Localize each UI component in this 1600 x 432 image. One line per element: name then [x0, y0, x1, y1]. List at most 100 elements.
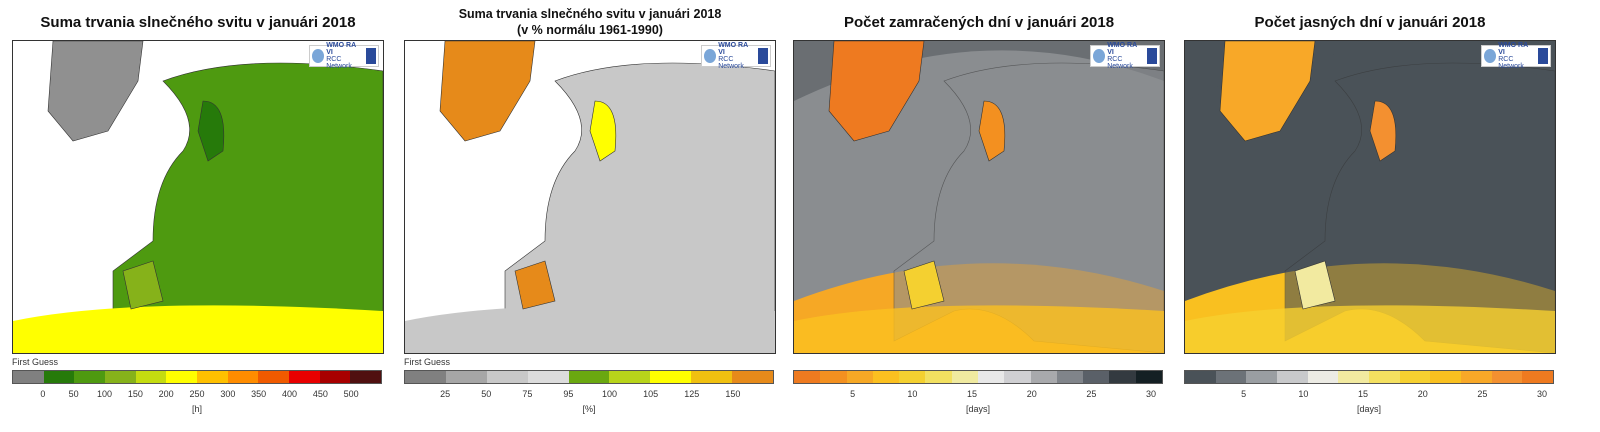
colorbar-swatch	[350, 371, 382, 383]
tick-label: 150	[725, 389, 741, 399]
tick-label: 300	[220, 389, 236, 399]
globe-icon	[704, 49, 717, 63]
colorbar-swatch	[1215, 371, 1247, 383]
colorbar-swatch	[405, 371, 446, 383]
colorbar-swatch	[977, 371, 1005, 383]
tick-label: 150	[127, 389, 143, 399]
wmo-logo: WMO RA VI RCC Network	[1090, 42, 1160, 70]
first-guess-label: First Guess	[12, 357, 59, 367]
colorbar-swatch	[1185, 371, 1216, 383]
colorbar-swatch	[1430, 371, 1462, 383]
tick-label: 30	[1146, 389, 1157, 399]
colorbar-swatch	[135, 371, 167, 383]
map-area[interactable]: WMO RA VI RCC Network	[404, 40, 776, 354]
tick-label: 15	[1358, 389, 1369, 399]
map-area[interactable]: WMO RA VI RCC Network	[12, 40, 384, 354]
colorbar-swatch	[289, 371, 320, 383]
map-area[interactable]: WMO RA VI RCC Network	[793, 40, 1165, 354]
tick-label: 10	[1298, 389, 1309, 399]
rcc-icon	[757, 48, 768, 64]
colorbar-swatch	[13, 371, 44, 383]
tick-label: 100	[602, 389, 618, 399]
colorbar-swatch	[1338, 371, 1370, 383]
tick-label: 5	[1241, 389, 1247, 399]
colorbar-swatch	[691, 371, 733, 383]
colorbar-swatch	[105, 371, 136, 383]
map-panel-4: Počet jasných dní v januári 2018 WMO RA …	[1184, 0, 1556, 432]
colorbar-swatch	[650, 371, 692, 383]
colorbar-unit: [days]	[965, 404, 990, 414]
colorbar-swatch	[846, 371, 873, 383]
wmo-logo: WMO RA VI RCC Network	[701, 42, 771, 70]
colorbar-unit: [%]	[582, 404, 596, 414]
tick-label: 105	[643, 389, 659, 399]
colorbar-swatch	[227, 371, 259, 383]
colorbar-swatch	[1491, 371, 1523, 383]
map-panel-1: Suma trvania slnečného svitu v januári 2…	[12, 0, 384, 432]
colorbar-swatch	[1030, 371, 1057, 383]
colorbar-unit: [days]	[1356, 404, 1381, 414]
rcc-icon	[365, 48, 376, 64]
globe-icon	[312, 49, 325, 63]
colorbar-swatch	[43, 371, 75, 383]
tick-label: 95	[563, 389, 574, 399]
colorbar-swatch	[1246, 371, 1278, 383]
globe-icon	[1484, 49, 1497, 63]
colorbar	[404, 370, 774, 384]
rcc-icon	[1537, 48, 1548, 64]
tick-label: 30	[1537, 389, 1548, 399]
colorbar-swatch	[1056, 371, 1084, 383]
colorbar-swatch	[1369, 371, 1400, 383]
tick-label: 50	[481, 389, 492, 399]
colorbar-swatch	[1399, 371, 1431, 383]
colorbar-swatch	[445, 371, 487, 383]
colorbar-swatch	[527, 371, 569, 383]
tick-label: 450	[312, 389, 328, 399]
colorbar-swatch	[1277, 371, 1308, 383]
tick-label: 25	[440, 389, 451, 399]
colorbar-swatch	[1083, 371, 1110, 383]
tick-label: 100	[96, 389, 113, 399]
tick-label: 20	[1417, 389, 1428, 399]
first-guess-label: First Guess	[404, 357, 451, 367]
colorbar-swatch	[1461, 371, 1492, 383]
map-title: Počet zamračených dní v januári 2018	[843, 14, 1115, 31]
rcc-icon	[1146, 48, 1157, 64]
colorbar-swatch	[486, 371, 528, 383]
map-title: Suma trvania slnečného svitu v januári 2…	[40, 14, 356, 31]
tick-label: 125	[684, 389, 700, 399]
colorbar-swatch	[951, 371, 978, 383]
globe-icon	[1093, 49, 1106, 63]
colorbar-ticks: 5 10 15 20 25 30	[1184, 389, 1554, 401]
colorbar-swatch	[1109, 371, 1136, 383]
tick-label: 75	[522, 389, 533, 399]
tick-label: 25	[1086, 389, 1097, 399]
map-title: Suma trvania slnečného svitu v januári 2…	[458, 7, 722, 37]
tick-label: 5	[850, 389, 856, 399]
colorbar	[12, 370, 382, 384]
map-panel-2: Suma trvania slnečného svitu v januári 2…	[404, 0, 776, 432]
colorbar-swatch	[925, 371, 952, 383]
colorbar-swatch	[74, 371, 106, 383]
tick-label: 200	[158, 389, 174, 399]
tick-label: 250	[189, 389, 205, 399]
colorbar-swatch	[197, 371, 228, 383]
colorbar-unit: [h]	[191, 404, 202, 414]
colorbar-swatch	[258, 371, 290, 383]
colorbar-swatch	[1004, 371, 1031, 383]
colorbar-swatch	[609, 371, 651, 383]
colorbar	[793, 370, 1163, 384]
map-area[interactable]: WMO RA VI RCC Network	[1184, 40, 1556, 354]
colorbar-swatch	[794, 371, 821, 383]
map-panel-3: Počet zamračených dní v januári 2018 WMO…	[793, 0, 1165, 432]
colorbar-ticks: 0 50 100 150 200 250 300 350 400 450 500	[12, 389, 382, 401]
colorbar-swatch	[1307, 371, 1339, 383]
tick-label: 0	[40, 389, 46, 399]
tick-label: 500	[343, 389, 359, 399]
colorbar-ticks: 5 10 15 20 25 30	[793, 389, 1163, 401]
colorbar-swatch	[1135, 371, 1162, 383]
tick-label: 350	[251, 389, 267, 399]
tick-label: 20	[1026, 389, 1037, 399]
colorbar-swatch	[568, 371, 610, 383]
tick-label: 10	[907, 389, 918, 399]
